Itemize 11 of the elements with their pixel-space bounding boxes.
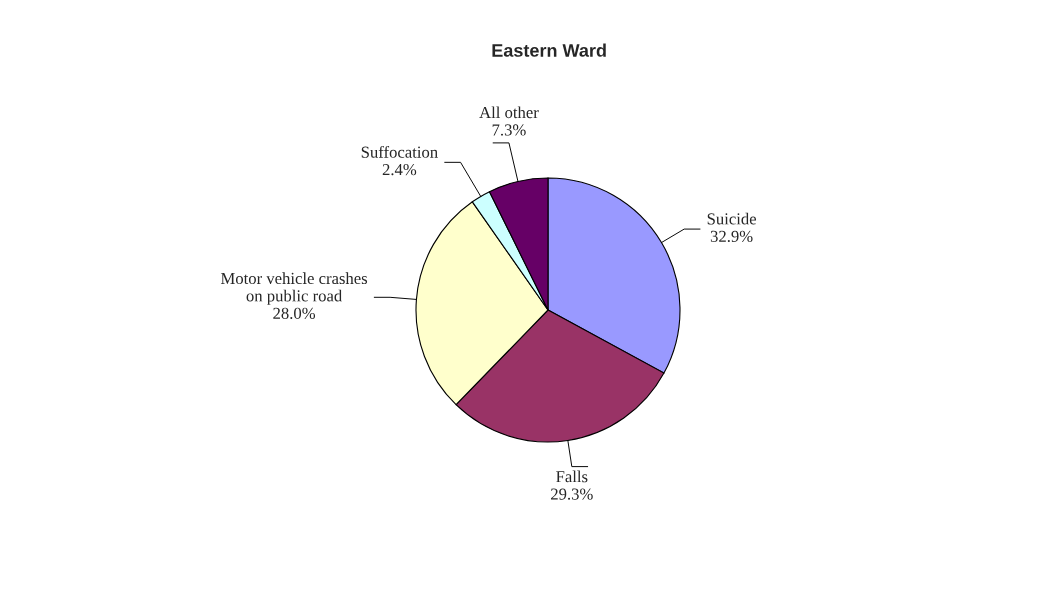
slice-label: Falls xyxy=(556,470,588,483)
chart-title: Eastern Ward xyxy=(492,43,606,57)
slice-label: All other xyxy=(479,106,539,119)
data-label: 2.4% xyxy=(382,163,417,176)
data-label: 7.3% xyxy=(492,124,526,136)
data-label: 32.9% xyxy=(710,230,753,243)
data-label: 29.3% xyxy=(551,488,593,500)
slice-label: Suffocation xyxy=(361,145,438,158)
slice-label: Motor vehicle crashes on public road xyxy=(220,272,368,305)
data-label: 28.0% xyxy=(273,307,316,319)
slice-label: Suicide xyxy=(707,212,757,225)
